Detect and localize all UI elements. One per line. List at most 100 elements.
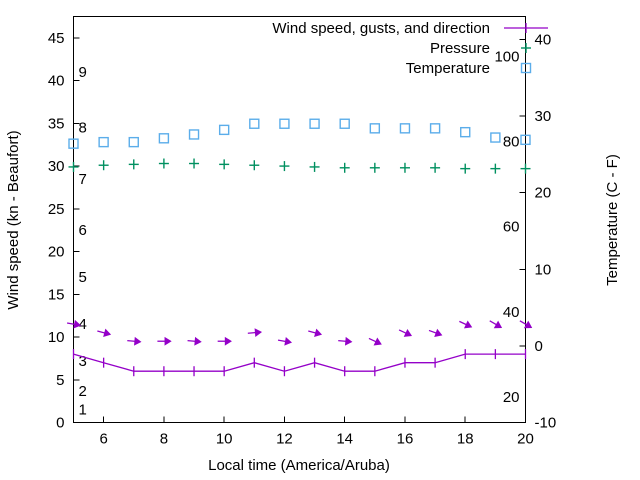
y-tick-label: 25 (48, 201, 65, 218)
temperature-point (520, 134, 531, 146)
x-axis-title: Local time (America/Aruba) (208, 457, 390, 474)
x-tick-label: 10 (216, 431, 233, 448)
y2-tick-label: 0 (535, 338, 543, 355)
chart-legend: Wind speed, gusts, and direction Pressure… (272, 20, 548, 77)
x-tick-label: 16 (397, 431, 414, 448)
y-tick-label: 35 (48, 115, 65, 132)
wind-direction-arrow (66, 319, 82, 329)
wind-direction-arrow (127, 336, 142, 346)
beaufort-scale-labels: 1 2 3 4 5 6 7 8 9 (79, 64, 87, 419)
fahrenheit-label: 40 (503, 304, 520, 321)
wind-direction-arrow (459, 320, 473, 329)
pressure-point (68, 161, 79, 172)
pressure-point (219, 159, 230, 170)
wind-direction-arrows (66, 319, 533, 346)
temperature-point (128, 136, 139, 148)
fahrenheit-label: 80 (503, 133, 520, 150)
beaufort-label: 5 (79, 269, 87, 286)
fahrenheit-label: 20 (503, 389, 520, 406)
pressure-point (309, 161, 320, 172)
y2-tick-label: -10 (535, 415, 557, 432)
temperature-point (339, 118, 350, 129)
temperature-point (490, 132, 501, 143)
wind-direction-arrow (277, 337, 293, 346)
pressure-series (68, 158, 531, 174)
legend-label: Pressure (430, 40, 490, 57)
y2-tick-label: 10 (535, 261, 552, 278)
beaufort-label: 2 (79, 383, 87, 400)
wind-direction-arrow (519, 320, 533, 329)
temperature-point (399, 123, 411, 134)
fahrenheit-label: 100 (494, 48, 519, 65)
pressure-point (128, 159, 139, 170)
left-axis-ticks: 0 5 10 15 20 25 30 35 40 45 (48, 30, 80, 432)
pressure-point (430, 162, 441, 173)
pressure-point (520, 163, 531, 174)
temperature-point (188, 129, 200, 140)
wind-direction-arrow (247, 328, 263, 337)
temperature-point (158, 133, 170, 144)
y2-tick-label: 20 (535, 185, 552, 202)
temperature-point (279, 118, 290, 129)
y2-tick-label: 30 (535, 108, 552, 125)
y-tick-label: 45 (48, 30, 65, 47)
pressure-point (249, 160, 260, 171)
y-axis-title: Wind speed (kn - Beaufort) (5, 130, 22, 309)
wind-direction-arrow (217, 336, 232, 346)
beaufort-label: 1 (79, 402, 87, 419)
x-tick-label: 6 (99, 431, 107, 448)
beaufort-label: 6 (79, 222, 87, 239)
y-tick-label: 10 (48, 329, 65, 346)
right-axis-ticks: -10 0 10 20 30 40 (519, 31, 557, 432)
wind-direction-arrow (338, 336, 353, 346)
legend-item: Wind speed, gusts, and direction (272, 20, 548, 37)
y2-axis-title: Temperature (C - F) (604, 154, 621, 286)
beaufort-label: 9 (79, 64, 87, 81)
temperature-point (429, 123, 441, 134)
temperature-point (309, 118, 320, 129)
wind-direction-arrow (308, 328, 323, 338)
pressure-point (339, 162, 350, 173)
y-tick-label: 30 (48, 158, 65, 175)
y-tick-label: 20 (48, 244, 65, 261)
pressure-point (490, 163, 501, 174)
wind-direction-arrow (97, 328, 112, 338)
beaufort-label: 7 (79, 171, 87, 188)
x-tick-label: 12 (276, 431, 293, 448)
pressure-point (399, 162, 410, 173)
pressure-point (369, 162, 380, 173)
beaufort-label: 8 (79, 120, 87, 137)
x-tick-label: 18 (457, 431, 474, 448)
wind-speed-series (72, 349, 527, 377)
fahrenheit-scale-labels: 20 40 60 80 100 (494, 48, 519, 406)
x-axis-ticks: 6 8 10 12 14 16 18 20 (99, 416, 534, 448)
pressure-point (98, 160, 109, 171)
fahrenheit-label: 60 (503, 218, 520, 235)
y-tick-label: 5 (56, 372, 64, 389)
beaufort-label: 3 (79, 353, 87, 370)
x-tick-label: 14 (336, 431, 353, 448)
pressure-point (189, 158, 200, 169)
legend-label: Wind speed, gusts, and direction (272, 20, 490, 37)
wind-direction-arrow (187, 336, 202, 346)
pressure-point (460, 163, 471, 174)
legend-item: Pressure (430, 40, 531, 57)
wind-direction-arrow (398, 328, 412, 337)
pressure-point (279, 161, 290, 172)
temperature-point (218, 124, 230, 136)
beaufort-label: 4 (79, 316, 87, 333)
wind-direction-arrow (157, 336, 172, 346)
y-tick-label: 15 (48, 286, 65, 303)
temperature-point (249, 118, 260, 129)
wind-direction-arrow (489, 320, 503, 329)
temperature-series (68, 118, 531, 149)
y-tick-label: 0 (56, 415, 64, 432)
legend-label: Temperature (406, 60, 490, 77)
y2-tick-label: 40 (535, 31, 552, 48)
temperature-point (68, 138, 79, 149)
x-tick-label: 8 (160, 431, 168, 448)
temperature-point (460, 126, 471, 138)
wind-speed-line (73, 353, 526, 372)
